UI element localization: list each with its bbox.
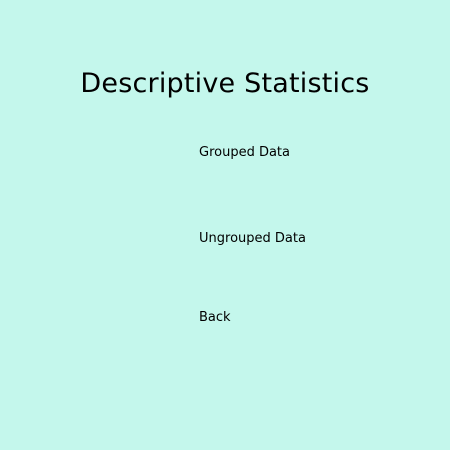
- ungrouped-data-button[interactable]: Ungrouped Data: [199, 231, 306, 246]
- page-title: Descriptive Statistics: [80, 68, 370, 99]
- back-button[interactable]: Back: [199, 310, 231, 325]
- grouped-data-button[interactable]: Grouped Data: [199, 145, 290, 160]
